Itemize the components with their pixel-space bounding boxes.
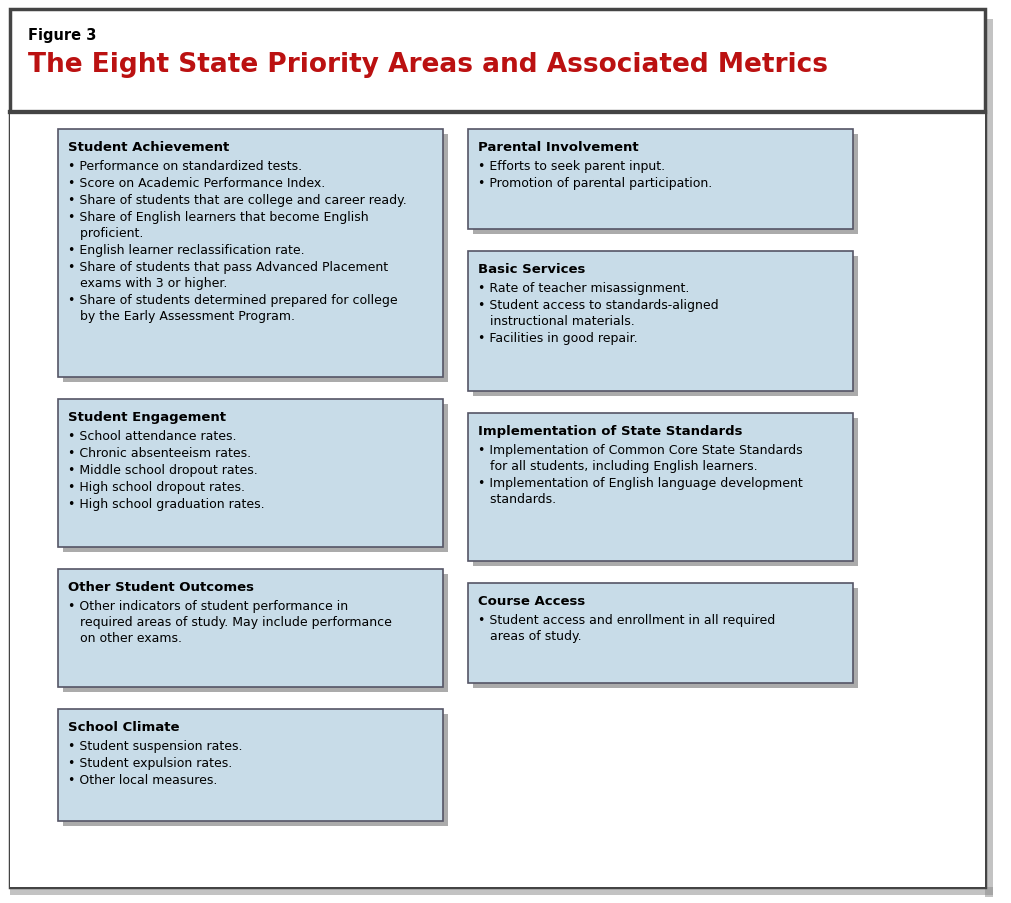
Text: proficient.: proficient. xyxy=(68,227,144,239)
Bar xyxy=(473,135,858,235)
Text: • Efforts to seek parent input.: • Efforts to seek parent input. xyxy=(478,160,665,172)
Text: • Rate of teacher misassignment.: • Rate of teacher misassignment. xyxy=(478,282,690,294)
Text: Student Achievement: Student Achievement xyxy=(68,141,229,154)
Text: by the Early Assessment Program.: by the Early Assessment Program. xyxy=(68,310,295,322)
Bar xyxy=(58,570,443,687)
Text: • Performance on standardized tests.: • Performance on standardized tests. xyxy=(68,160,302,172)
Text: Basic Services: Basic Services xyxy=(478,263,585,275)
Text: Implementation of State Standards: Implementation of State Standards xyxy=(478,424,742,438)
Text: • School attendance rates.: • School attendance rates. xyxy=(68,430,237,442)
Text: standards.: standards. xyxy=(478,492,556,506)
Text: exams with 3 or higher.: exams with 3 or higher. xyxy=(68,276,227,290)
Bar xyxy=(58,399,443,547)
Text: • Student access to standards-aligned: • Student access to standards-aligned xyxy=(478,299,719,312)
Text: • Share of students that are college and career ready.: • Share of students that are college and… xyxy=(68,194,406,207)
Bar xyxy=(468,252,853,392)
Bar xyxy=(58,130,443,377)
Bar xyxy=(468,583,853,684)
Bar xyxy=(58,709,443,821)
Text: • Score on Academic Performance Index.: • Score on Academic Performance Index. xyxy=(68,177,326,190)
Bar xyxy=(10,113,985,887)
Bar xyxy=(63,714,448,826)
Text: instructional materials.: instructional materials. xyxy=(478,314,635,328)
Text: • Share of English learners that become English: • Share of English learners that become … xyxy=(68,210,369,224)
Bar xyxy=(985,20,993,897)
Text: required areas of study. May include performance: required areas of study. May include per… xyxy=(68,615,392,628)
Bar xyxy=(468,414,853,562)
Bar xyxy=(468,130,853,229)
Bar xyxy=(473,418,858,566)
Text: • English learner reclassification rate.: • English learner reclassification rate. xyxy=(68,244,304,256)
Bar xyxy=(473,589,858,688)
Text: Other Student Outcomes: Other Student Outcomes xyxy=(68,581,254,593)
Text: • Other indicators of student performance in: • Other indicators of student performanc… xyxy=(68,600,348,612)
Text: • Chronic absenteeism rates.: • Chronic absenteeism rates. xyxy=(68,446,251,460)
Text: • Share of students that pass Advanced Placement: • Share of students that pass Advanced P… xyxy=(68,261,388,274)
Text: • Other local measures.: • Other local measures. xyxy=(68,773,217,787)
Bar xyxy=(63,135,448,383)
Text: • Student suspension rates.: • Student suspension rates. xyxy=(68,740,243,752)
Text: Parental Involvement: Parental Involvement xyxy=(478,141,639,154)
Text: • Student expulsion rates.: • Student expulsion rates. xyxy=(68,756,233,769)
Text: The Eight State Priority Areas and Associated Metrics: The Eight State Priority Areas and Assoc… xyxy=(28,52,828,78)
Text: • Facilities in good repair.: • Facilities in good repair. xyxy=(478,331,638,345)
Text: Course Access: Course Access xyxy=(478,594,585,608)
Text: • Implementation of English language development: • Implementation of English language dev… xyxy=(478,477,803,489)
Text: • High school dropout rates.: • High school dropout rates. xyxy=(68,480,245,493)
Text: Student Engagement: Student Engagement xyxy=(68,411,226,424)
Text: on other exams.: on other exams. xyxy=(68,631,182,644)
Text: • Middle school dropout rates.: • Middle school dropout rates. xyxy=(68,463,258,477)
Bar xyxy=(10,887,993,895)
Text: areas of study.: areas of study. xyxy=(478,629,581,642)
Text: • Share of students determined prepared for college: • Share of students determined prepared … xyxy=(68,293,397,307)
Bar xyxy=(63,405,448,553)
Text: • Student access and enrollment in all required: • Student access and enrollment in all r… xyxy=(478,613,775,627)
Bar xyxy=(63,574,448,693)
Text: for all students, including English learners.: for all students, including English lear… xyxy=(478,460,757,472)
Text: School Climate: School Climate xyxy=(68,721,180,733)
Text: Figure 3: Figure 3 xyxy=(28,28,96,43)
Text: • High school graduation rates.: • High school graduation rates. xyxy=(68,498,265,510)
Text: • Implementation of Common Core State Standards: • Implementation of Common Core State St… xyxy=(478,443,803,457)
Text: • Promotion of parental participation.: • Promotion of parental participation. xyxy=(478,177,713,190)
Bar xyxy=(473,256,858,396)
